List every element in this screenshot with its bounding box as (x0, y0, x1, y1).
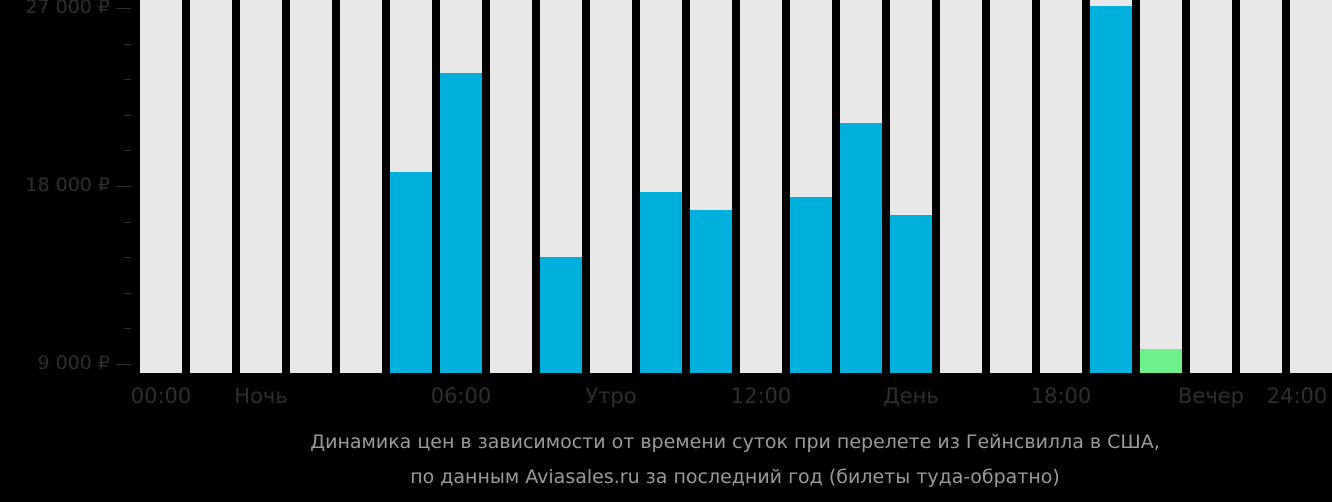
y-major-tick (116, 186, 131, 187)
price-bar-min[interactable] (1140, 349, 1182, 373)
y-minor-tick (124, 44, 131, 45)
hour-slot-16 (940, 0, 982, 373)
hour-slot-17 (990, 0, 1032, 373)
price-bar[interactable] (840, 123, 882, 373)
price-bar[interactable] (890, 215, 932, 373)
chart-caption-line-1: Динамика цен в зависимости от времени су… (310, 431, 1160, 453)
hour-slot-02 (240, 0, 282, 373)
hour-slot-20 (1140, 0, 1182, 373)
y-minor-tick (124, 328, 131, 329)
hour-slot-07 (490, 0, 532, 373)
y-minor-tick (124, 79, 131, 80)
price-bar[interactable] (1090, 6, 1132, 373)
price-bar[interactable] (540, 257, 582, 373)
x-tick-label: 24:00 (1266, 384, 1328, 408)
y-major-tick (116, 364, 131, 365)
hour-slot-04 (340, 0, 382, 373)
price-bar[interactable] (440, 73, 482, 373)
hour-slot-23 (1290, 0, 1332, 373)
chart-caption-line-2: по данным Aviasales.ru за последний год … (410, 466, 1060, 488)
x-tick-label: 06:00 (430, 384, 492, 408)
y-tick-label: 9 000 ₽ (37, 352, 110, 374)
y-tick-label: 18 000 ₽ (25, 174, 110, 196)
x-tick-label: 12:00 (730, 384, 792, 408)
hour-slot-09 (590, 0, 632, 373)
x-tick-label: 18:00 (1030, 384, 1092, 408)
y-minor-tick (124, 222, 131, 223)
x-tick-label: День (883, 384, 939, 408)
y-minor-tick (124, 115, 131, 116)
x-tick-label: Вечер (1178, 384, 1244, 408)
x-tick-label: 00:00 (130, 384, 192, 408)
hour-slot-18 (1040, 0, 1082, 373)
hour-slot-03 (290, 0, 332, 373)
hour-slot-00 (140, 0, 182, 373)
price-bar[interactable] (790, 197, 832, 373)
price-bar[interactable] (640, 192, 682, 373)
x-tick-label: Ночь (234, 384, 288, 408)
hour-slot-22 (1240, 0, 1282, 373)
y-minor-tick (124, 293, 131, 294)
hour-slot-01 (190, 0, 232, 373)
y-minor-tick (124, 150, 131, 151)
y-major-tick (116, 8, 131, 9)
hour-slot-21 (1190, 0, 1232, 373)
x-tick-label: Утро (585, 384, 637, 408)
y-minor-tick (124, 257, 131, 258)
y-tick-label: 27 000 ₽ (25, 0, 110, 18)
price-bar[interactable] (390, 172, 432, 373)
price-bar[interactable] (690, 210, 732, 373)
hour-slot-12 (740, 0, 782, 373)
